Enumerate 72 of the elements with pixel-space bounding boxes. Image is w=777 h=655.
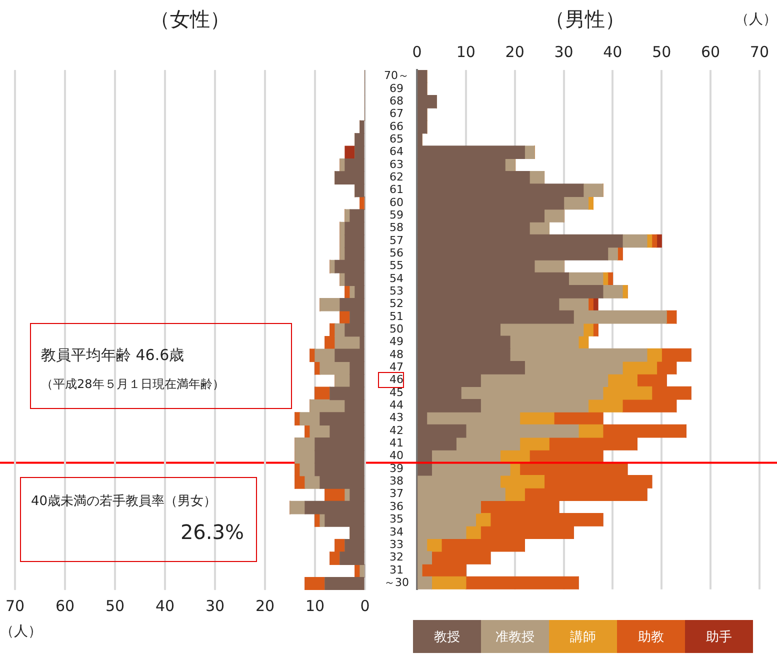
y-tick-label: ～30 xyxy=(384,576,409,589)
y-tick-label: 38 xyxy=(390,474,404,488)
text: 教授 xyxy=(413,620,481,653)
annotation: 26.3% xyxy=(180,520,244,544)
x-tick-label: 20 xyxy=(255,596,275,615)
text-box: 40歳未満の若手教員率（男女） 26.3% xyxy=(20,477,257,562)
x-tick-label: 40 xyxy=(603,42,622,61)
y-tick-label: 47 xyxy=(390,360,404,374)
y-tick-label: 41 xyxy=(390,436,404,450)
x-tick-label: 0 xyxy=(360,596,370,615)
y-tick-label: 49 xyxy=(390,335,404,348)
y-tick-label: 63 xyxy=(390,158,404,171)
x-axis-title: （人） xyxy=(735,12,777,28)
y-tick-label: 45 xyxy=(390,386,404,399)
text: 講師 xyxy=(549,620,617,653)
x-tick-label: 20 xyxy=(505,42,524,61)
text: 助手 xyxy=(685,620,753,653)
x-tick-label: 50 xyxy=(652,42,672,61)
x-tick-label: 30 xyxy=(205,596,225,615)
x-tick-label: 60 xyxy=(700,42,720,61)
y-tick-label: 62 xyxy=(390,170,404,184)
annotation: （平成28年５月１日現在満年齢） xyxy=(41,376,224,393)
y-tick-label: 36 xyxy=(390,500,404,513)
y-tick-label: 35 xyxy=(390,512,404,526)
y-tick-label: 44 xyxy=(390,398,404,412)
y-tick-label: 34 xyxy=(390,525,404,538)
y-tick-label: 40 xyxy=(390,449,404,462)
x-axis-title: （人） xyxy=(0,624,42,640)
y-tick-label: 67 xyxy=(390,107,404,120)
x-tick-label: 50 xyxy=(105,596,125,615)
y-tick-label: 31 xyxy=(390,563,404,576)
y-tick-label: 43 xyxy=(390,411,404,424)
chart-title: （女性） xyxy=(149,6,231,33)
y-tick-label: 39 xyxy=(390,462,404,475)
y-tick-label: 60 xyxy=(390,196,404,209)
y-tick-label: 33 xyxy=(390,538,404,551)
y-tick-label: 59 xyxy=(390,208,404,222)
x-tick-label: 10 xyxy=(305,596,325,615)
y-tick-label: 56 xyxy=(390,246,404,260)
x-tick-label: 70 xyxy=(5,596,25,615)
y-tick-label: 58 xyxy=(390,221,404,234)
y-tick-label: 69 xyxy=(390,82,404,95)
y-tick-label: 46 xyxy=(390,373,404,386)
y-tick-label: 42 xyxy=(390,424,404,437)
y-tick-label: 51 xyxy=(390,310,404,323)
x-tick-label: 30 xyxy=(554,42,574,61)
y-tick-label: 37 xyxy=(390,487,404,500)
y-tick-label: 61 xyxy=(390,183,404,196)
x-tick-label: 70 xyxy=(750,42,770,61)
text-box: 教員平均年齢 46.6歳 （平成28年５月１日現在満年齢） xyxy=(30,323,292,409)
y-tick-label: 52 xyxy=(390,297,404,310)
y-tick-label: 54 xyxy=(390,272,404,285)
y-tick-label: 32 xyxy=(390,550,404,564)
y-tick-label: 50 xyxy=(390,322,404,336)
y-tick-label: 66 xyxy=(390,120,404,133)
y-tick-label: 57 xyxy=(390,234,404,247)
x-tick-label: 40 xyxy=(155,596,175,615)
y-tick-label: 55 xyxy=(390,259,404,272)
y-tick-label: 64 xyxy=(390,145,404,158)
x-tick-label: 0 xyxy=(412,42,422,61)
x-tick-label: 10 xyxy=(456,42,476,61)
y-tick-label: 68 xyxy=(390,94,404,108)
y-tick-label: 48 xyxy=(390,348,404,361)
y-tick-label: 65 xyxy=(390,132,404,146)
x-tick-label: 60 xyxy=(55,596,75,615)
chart-title: （男性） xyxy=(544,6,626,33)
text: 助教 xyxy=(617,620,685,653)
y-tick-label: 70～ xyxy=(384,69,409,82)
y-tick-label: 53 xyxy=(390,284,404,298)
text: 准教授 xyxy=(481,620,549,653)
annotation: 教員平均年齢 46.6歳 xyxy=(41,346,184,365)
annotation: 40歳未満の若手教員率（男女） xyxy=(31,493,217,510)
